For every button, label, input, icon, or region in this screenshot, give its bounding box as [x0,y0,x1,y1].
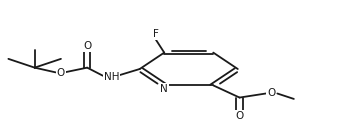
Text: O: O [57,68,65,78]
Text: O: O [235,111,244,121]
Text: N: N [160,84,168,94]
Text: O: O [83,41,91,51]
Text: F: F [152,29,158,39]
Text: NH: NH [104,72,119,82]
Text: O: O [267,88,275,98]
